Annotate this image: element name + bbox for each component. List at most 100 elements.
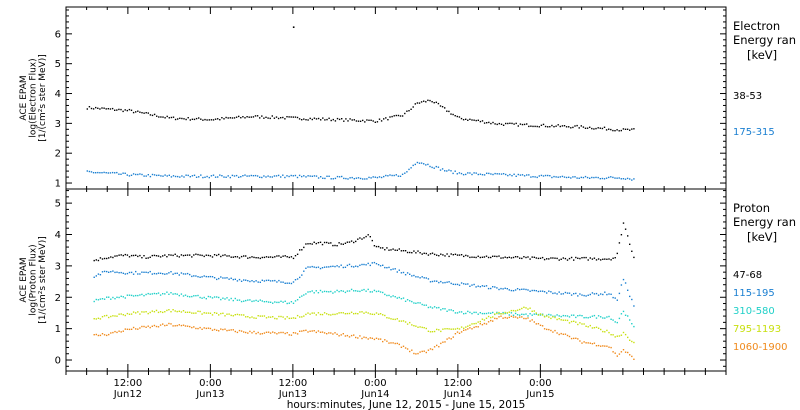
data-point xyxy=(228,255,230,257)
data-point xyxy=(317,266,320,268)
data-point xyxy=(409,321,411,324)
data-point xyxy=(531,319,533,321)
data-point xyxy=(580,125,582,127)
data-point xyxy=(315,266,317,269)
data-point xyxy=(253,281,255,283)
data-point xyxy=(502,173,505,175)
data-point xyxy=(226,329,228,332)
data-point xyxy=(467,172,469,174)
data-point xyxy=(394,318,396,321)
y-axis-title-line: [1/(cm²s ster MeV)] xyxy=(38,54,48,141)
data-point xyxy=(442,282,444,284)
data-point xyxy=(496,311,498,314)
data-point xyxy=(224,254,226,256)
data-point xyxy=(145,271,147,273)
data-point xyxy=(95,259,97,261)
data-point xyxy=(483,174,486,176)
data-point xyxy=(323,241,326,244)
data-point xyxy=(527,317,529,319)
data-point xyxy=(568,126,570,128)
data-point xyxy=(490,173,492,175)
data-point xyxy=(247,257,249,259)
data-point xyxy=(232,315,234,317)
data-point xyxy=(627,351,629,354)
data-point xyxy=(186,311,189,313)
data-point xyxy=(172,116,175,118)
data-point xyxy=(288,334,290,336)
data-point xyxy=(487,315,490,318)
data-point xyxy=(423,163,425,165)
data-point xyxy=(323,312,326,314)
data-point xyxy=(526,174,528,176)
data-point xyxy=(90,171,93,173)
data-point xyxy=(584,127,587,129)
data-point xyxy=(282,281,284,283)
data-point xyxy=(259,117,261,119)
data-point xyxy=(364,121,366,123)
data-point xyxy=(88,170,91,173)
data-point xyxy=(483,122,486,124)
data-point xyxy=(240,255,243,258)
data-point xyxy=(589,126,591,128)
data-point xyxy=(531,256,533,258)
data-point xyxy=(317,177,320,179)
data-point xyxy=(392,268,394,270)
data-point xyxy=(343,120,345,122)
data-point xyxy=(210,175,213,177)
data-point xyxy=(538,175,540,177)
y-axis-title-line: ACE EPAM xyxy=(19,75,29,120)
data-point xyxy=(463,313,465,315)
data-point xyxy=(164,311,166,313)
y-tick-label: 3 xyxy=(55,261,61,272)
data-point xyxy=(132,111,135,114)
data-point xyxy=(232,299,234,302)
data-point xyxy=(570,177,572,179)
data-point xyxy=(162,116,164,118)
data-point xyxy=(554,257,556,259)
data-point xyxy=(155,255,158,257)
data-point xyxy=(589,342,591,344)
data-point xyxy=(135,173,137,176)
data-point xyxy=(460,117,463,120)
data-point xyxy=(280,281,282,283)
data-point xyxy=(286,302,288,305)
data-point xyxy=(431,331,434,333)
data-point xyxy=(616,129,618,131)
data-point xyxy=(303,329,305,332)
data-point xyxy=(553,175,555,178)
data-point xyxy=(386,247,388,249)
data-point xyxy=(548,328,550,331)
data-point xyxy=(342,312,344,314)
data-point xyxy=(227,175,229,177)
data-point xyxy=(452,283,454,285)
data-point xyxy=(585,295,587,297)
data-point xyxy=(182,324,185,326)
data-point xyxy=(205,298,207,300)
data-point xyxy=(541,313,544,315)
data-point xyxy=(563,125,566,127)
data-point xyxy=(498,313,500,315)
data-point xyxy=(388,342,390,344)
data-point xyxy=(170,311,172,313)
data-point xyxy=(255,299,257,302)
data-point xyxy=(610,334,612,336)
data-point xyxy=(244,117,246,119)
data-point xyxy=(294,332,297,334)
data-point xyxy=(460,254,463,256)
data-point xyxy=(448,281,450,283)
data-point xyxy=(507,174,509,177)
data-point xyxy=(528,174,530,176)
data-point xyxy=(549,126,551,128)
y-axis-title: ACE EPAMlog(Electron Flux)[1/(cm²s ster … xyxy=(19,54,48,141)
data-point xyxy=(606,293,608,296)
data-point xyxy=(473,283,475,286)
data-point xyxy=(529,313,531,315)
data-point xyxy=(199,296,201,299)
data-point xyxy=(292,317,295,319)
data-point xyxy=(589,257,591,259)
data-point xyxy=(404,172,406,174)
data-point xyxy=(483,285,486,287)
data-point xyxy=(116,296,118,298)
data-point xyxy=(423,100,425,102)
data-point xyxy=(122,330,124,332)
